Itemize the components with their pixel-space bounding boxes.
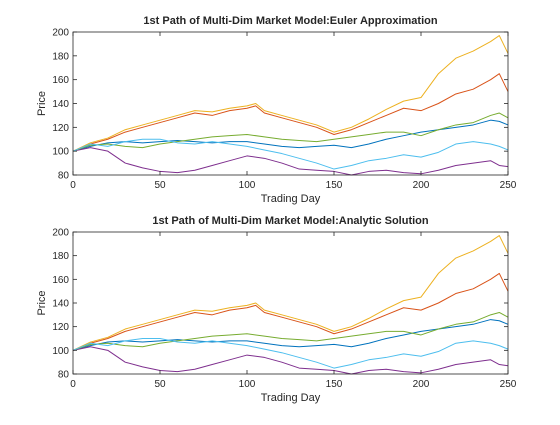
series-line-6 xyxy=(72,338,509,369)
y-tick-label: 120 xyxy=(52,322,69,333)
x-axis-label: Trading Day xyxy=(261,193,321,205)
series-line-4 xyxy=(72,147,509,176)
chart-title: 1st Path of Multi-Dim Market Model:Euler… xyxy=(143,15,437,27)
y-tick-label: 140 xyxy=(52,99,69,110)
series-line-2 xyxy=(72,272,509,351)
x-tick-label: 250 xyxy=(500,180,517,191)
y-tick-label: 80 xyxy=(58,171,70,182)
plot-area xyxy=(73,232,508,374)
series-line-3 xyxy=(72,35,509,152)
series-line-5 xyxy=(72,112,509,152)
series-line-2 xyxy=(72,73,509,152)
x-tick-label: 50 xyxy=(154,180,166,191)
x-tick-label: 200 xyxy=(413,180,430,191)
x-tick-label: 0 xyxy=(70,379,76,390)
y-tick-label: 140 xyxy=(52,299,69,310)
plot-area xyxy=(73,32,508,175)
x-tick-label: 250 xyxy=(500,379,517,390)
y-tick-label: 180 xyxy=(52,51,69,62)
chart-title: 1st Path of Multi-Dim Market Model:Analy… xyxy=(152,215,429,227)
x-tick-label: 200 xyxy=(413,379,430,390)
x-tick-label: 100 xyxy=(239,180,256,191)
x-tick-label: 50 xyxy=(154,379,166,390)
y-tick-label: 100 xyxy=(52,147,69,158)
x-tick-label: 150 xyxy=(326,180,343,191)
x-tick-label: 100 xyxy=(239,379,256,390)
x-tick-label: 0 xyxy=(70,180,76,191)
series-line-3 xyxy=(72,235,509,351)
y-tick-label: 80 xyxy=(58,370,70,381)
y-tick-label: 200 xyxy=(52,228,69,239)
y-tick-label: 200 xyxy=(52,28,69,39)
series-line-1 xyxy=(72,119,509,152)
y-tick-label: 160 xyxy=(52,75,69,86)
axes-panel-2: 0 50 100 150 200 250 80 100 120 140 160 180 200 1st P… xyxy=(36,215,517,404)
y-tick-label: 180 xyxy=(52,251,69,262)
y-axis-label: Price xyxy=(36,91,48,116)
axes-panel-1: 0 50 100 150 200 250 80 100 120 140 160 180 200 1st P… xyxy=(36,15,517,205)
series-line-4 xyxy=(72,346,509,375)
series-line-1 xyxy=(72,319,509,351)
x-tick-label: 150 xyxy=(326,379,343,390)
y-tick-label: 100 xyxy=(52,346,69,357)
y-tick-label: 160 xyxy=(52,275,69,286)
y-axis-label: Price xyxy=(36,290,48,315)
x-axis-label: Trading Day xyxy=(261,392,321,404)
y-tick-label: 120 xyxy=(52,123,69,134)
series-line-6 xyxy=(72,138,509,170)
series-line-5 xyxy=(72,311,509,351)
